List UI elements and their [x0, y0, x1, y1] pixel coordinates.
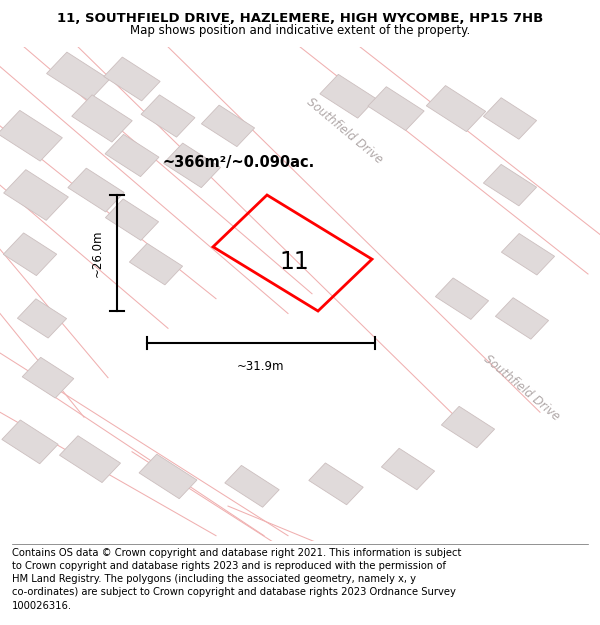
Polygon shape: [4, 169, 68, 221]
Polygon shape: [105, 134, 159, 177]
Polygon shape: [130, 243, 182, 285]
Text: co-ordinates) are subject to Crown copyright and database rights 2023 Ordnance S: co-ordinates) are subject to Crown copyr…: [12, 588, 456, 598]
Polygon shape: [72, 95, 132, 142]
Polygon shape: [484, 98, 536, 139]
Polygon shape: [17, 299, 67, 338]
Text: Map shows position and indicative extent of the property.: Map shows position and indicative extent…: [130, 24, 470, 36]
Polygon shape: [0, 111, 62, 161]
Polygon shape: [3, 233, 57, 276]
Polygon shape: [68, 168, 124, 212]
Text: 11, SOUTHFIELD DRIVE, HAZLEMERE, HIGH WYCOMBE, HP15 7HB: 11, SOUTHFIELD DRIVE, HAZLEMERE, HIGH WY…: [57, 12, 543, 25]
Polygon shape: [368, 87, 424, 131]
Polygon shape: [436, 278, 488, 319]
Text: Southfield Drive: Southfield Drive: [304, 96, 386, 166]
Text: 11: 11: [279, 249, 309, 274]
Polygon shape: [22, 357, 74, 398]
Polygon shape: [59, 436, 121, 482]
Polygon shape: [484, 164, 536, 206]
Text: ~366m²/~0.090ac.: ~366m²/~0.090ac.: [162, 156, 314, 171]
Text: HM Land Registry. The polygons (including the associated geometry, namely x, y: HM Land Registry. The polygons (includin…: [12, 574, 416, 584]
Polygon shape: [104, 57, 160, 101]
Text: ~26.0m: ~26.0m: [91, 229, 104, 277]
Text: 100026316.: 100026316.: [12, 601, 72, 611]
Text: Contains OS data © Crown copyright and database right 2021. This information is : Contains OS data © Crown copyright and d…: [12, 548, 461, 558]
Text: Southfield Drive: Southfield Drive: [481, 352, 563, 423]
Polygon shape: [141, 95, 195, 137]
Polygon shape: [47, 52, 109, 101]
Text: ~31.9m: ~31.9m: [237, 361, 285, 373]
Polygon shape: [225, 466, 279, 508]
Text: to Crown copyright and database rights 2023 and is reproduced with the permissio: to Crown copyright and database rights 2…: [12, 561, 446, 571]
Polygon shape: [106, 199, 158, 241]
Polygon shape: [2, 420, 58, 464]
Polygon shape: [163, 143, 221, 188]
Polygon shape: [382, 448, 434, 490]
Polygon shape: [442, 406, 494, 447]
Polygon shape: [139, 454, 197, 499]
Polygon shape: [427, 86, 485, 132]
Polygon shape: [202, 105, 254, 147]
Polygon shape: [496, 298, 548, 339]
Polygon shape: [502, 234, 554, 275]
Polygon shape: [320, 74, 376, 118]
Polygon shape: [309, 463, 363, 505]
